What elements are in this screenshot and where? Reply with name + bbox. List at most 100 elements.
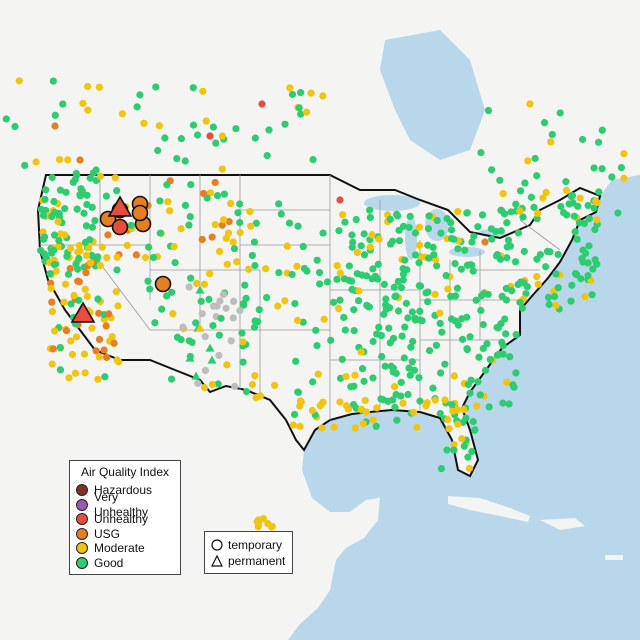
station-marker: [336, 269, 344, 277]
station-marker: [69, 178, 77, 186]
station-marker: [40, 233, 49, 241]
station-marker: [65, 374, 73, 382]
station-marker: [477, 149, 485, 157]
station-marker-large: [70, 301, 96, 323]
legend-item-good: Good: [76, 556, 174, 571]
station-marker: [250, 323, 259, 331]
shape-legend: temporary permanent: [204, 531, 293, 574]
station-marker: [144, 277, 152, 285]
station-marker: [227, 337, 235, 345]
station-marker: [294, 222, 302, 230]
station-marker: [468, 238, 476, 246]
station-marker: [404, 314, 412, 322]
station-marker: [49, 246, 58, 254]
station-marker: [594, 138, 603, 146]
station-marker: [76, 156, 84, 164]
station-marker: [567, 297, 575, 305]
station-marker: [447, 234, 456, 243]
station-marker: [236, 218, 244, 227]
station-marker: [208, 380, 216, 389]
station-marker: [493, 351, 501, 359]
station-marker: [425, 254, 433, 262]
station-marker: [369, 337, 377, 346]
station-marker: [352, 215, 360, 224]
station-marker: [239, 358, 247, 366]
station-marker: [227, 199, 235, 208]
legend-swatch: [76, 527, 88, 540]
station-marker: [464, 380, 472, 389]
station-marker: [380, 280, 388, 289]
station-marker: [499, 341, 507, 350]
station-marker: [374, 260, 382, 268]
station-marker: [348, 285, 356, 294]
station-marker: [67, 300, 75, 308]
station-marker: [286, 84, 294, 92]
station-marker: [296, 422, 304, 430]
station-marker: [509, 381, 517, 389]
station-marker: [92, 347, 100, 355]
station-marker: [503, 219, 511, 227]
station-marker: [56, 343, 64, 352]
station-marker: [360, 230, 368, 238]
station-marker: [96, 261, 104, 270]
circle-icon: [211, 539, 223, 551]
station-marker: [177, 135, 185, 143]
station-marker: [503, 378, 511, 386]
station-marker: [474, 378, 482, 386]
station-marker: [335, 227, 343, 235]
station-marker: [441, 396, 449, 404]
station-marker: [2, 115, 10, 123]
station-marker: [242, 387, 251, 396]
station-marker: [168, 288, 176, 296]
station-marker: [416, 397, 424, 405]
station-marker: [580, 219, 589, 228]
station-marker: [588, 291, 596, 299]
station-marker: [562, 178, 570, 186]
station-marker: [502, 330, 510, 338]
station-marker: [315, 280, 324, 288]
station-marker: [503, 254, 511, 262]
station-marker: [433, 216, 441, 225]
legend-label: USG: [94, 526, 121, 541]
station-marker: [585, 215, 593, 223]
station-marker: [527, 193, 535, 201]
station-marker: [614, 209, 622, 217]
station-marker: [425, 346, 434, 355]
station-marker: [251, 261, 259, 270]
station-marker: [166, 207, 174, 215]
station-marker: [185, 337, 193, 345]
station-marker: [60, 298, 68, 306]
station-marker: [542, 188, 550, 196]
station-marker: [195, 285, 205, 294]
station-marker: [342, 402, 351, 410]
station-marker: [300, 264, 309, 273]
station-marker: [212, 139, 220, 147]
station-marker: [608, 173, 616, 181]
station-marker: [454, 245, 462, 253]
station-marker: [198, 310, 206, 318]
station-marker: [431, 396, 439, 404]
station-marker: [248, 251, 256, 260]
station-marker: [171, 258, 179, 267]
station-marker: [593, 260, 601, 268]
station-marker: [496, 255, 505, 263]
station-marker: [205, 295, 213, 303]
station-marker: [75, 254, 83, 263]
station-marker: [399, 399, 407, 407]
station-marker: [314, 370, 322, 378]
station-marker: [369, 374, 377, 382]
station-marker: [425, 212, 433, 220]
station-marker: [432, 341, 441, 349]
station-marker: [341, 218, 349, 226]
station-marker: [366, 243, 374, 251]
legend-swatch: [76, 484, 88, 497]
station-marker: [392, 390, 400, 399]
station-marker: [102, 192, 110, 200]
station-marker: [288, 90, 297, 99]
station-marker: [591, 225, 599, 234]
station-marker: [200, 383, 209, 392]
station-marker: [320, 315, 328, 323]
station-marker: [593, 216, 601, 224]
station-marker: [460, 405, 468, 414]
station-marker: [373, 330, 381, 338]
